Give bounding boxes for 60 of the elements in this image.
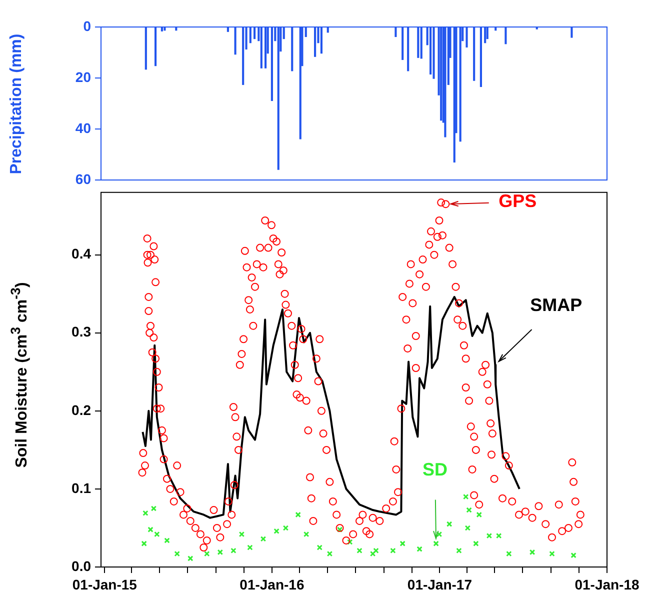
point — [433, 540, 439, 546]
point — [282, 525, 289, 531]
x-tick-label: 01-Jan-18 — [574, 576, 640, 592]
point — [446, 521, 452, 527]
point — [247, 544, 253, 550]
point — [464, 525, 471, 531]
point — [496, 532, 502, 539]
y-tick-label: 0.2 — [72, 402, 92, 418]
y-axis-title: Precipitation (mm) — [8, 33, 26, 174]
point — [473, 540, 479, 546]
point — [217, 549, 224, 556]
point — [356, 548, 362, 554]
point — [303, 531, 310, 538]
point — [260, 536, 266, 542]
annotation: GPS — [498, 191, 537, 212]
y-tick-label: 20 — [75, 68, 92, 85]
point — [274, 528, 280, 534]
point — [549, 550, 555, 557]
annotation: SMAP — [530, 294, 582, 315]
y-tick-label: 40 — [75, 120, 92, 136]
point — [164, 538, 170, 544]
y-tick-label: 0 — [83, 18, 92, 34]
point — [416, 546, 422, 552]
annotation: SD — [422, 460, 448, 480]
point — [347, 539, 353, 545]
point — [150, 506, 157, 512]
point — [370, 550, 376, 557]
point — [154, 531, 160, 538]
point — [336, 526, 343, 532]
point — [326, 550, 333, 557]
point — [570, 552, 576, 558]
y-tick-label: 0.3 — [72, 324, 92, 340]
point — [188, 556, 194, 562]
point — [390, 548, 396, 554]
point — [142, 510, 148, 516]
y-tick-label: 0.1 — [72, 480, 92, 496]
x-tick-label: 01-Jan-16 — [240, 576, 304, 592]
point — [141, 540, 147, 546]
point — [529, 549, 536, 556]
point — [456, 548, 462, 554]
point — [174, 550, 180, 557]
y-tick-label: 60 — [75, 170, 92, 187]
point — [238, 531, 245, 538]
point — [476, 512, 482, 518]
point — [148, 526, 154, 532]
point — [486, 532, 492, 539]
x-tick-label: 01-Jan-15 — [72, 576, 138, 592]
point — [295, 512, 301, 518]
point — [436, 531, 442, 538]
point — [462, 494, 469, 500]
y-tick-label: 0.4 — [72, 246, 92, 262]
point — [316, 544, 322, 550]
point — [373, 548, 379, 554]
point — [230, 548, 236, 554]
y-tick-label: 0.0 — [72, 558, 92, 574]
point — [400, 540, 406, 546]
point — [466, 507, 472, 513]
x-tick-label: 01-Jan-17 — [407, 576, 472, 592]
point — [204, 550, 210, 557]
point — [506, 550, 512, 557]
